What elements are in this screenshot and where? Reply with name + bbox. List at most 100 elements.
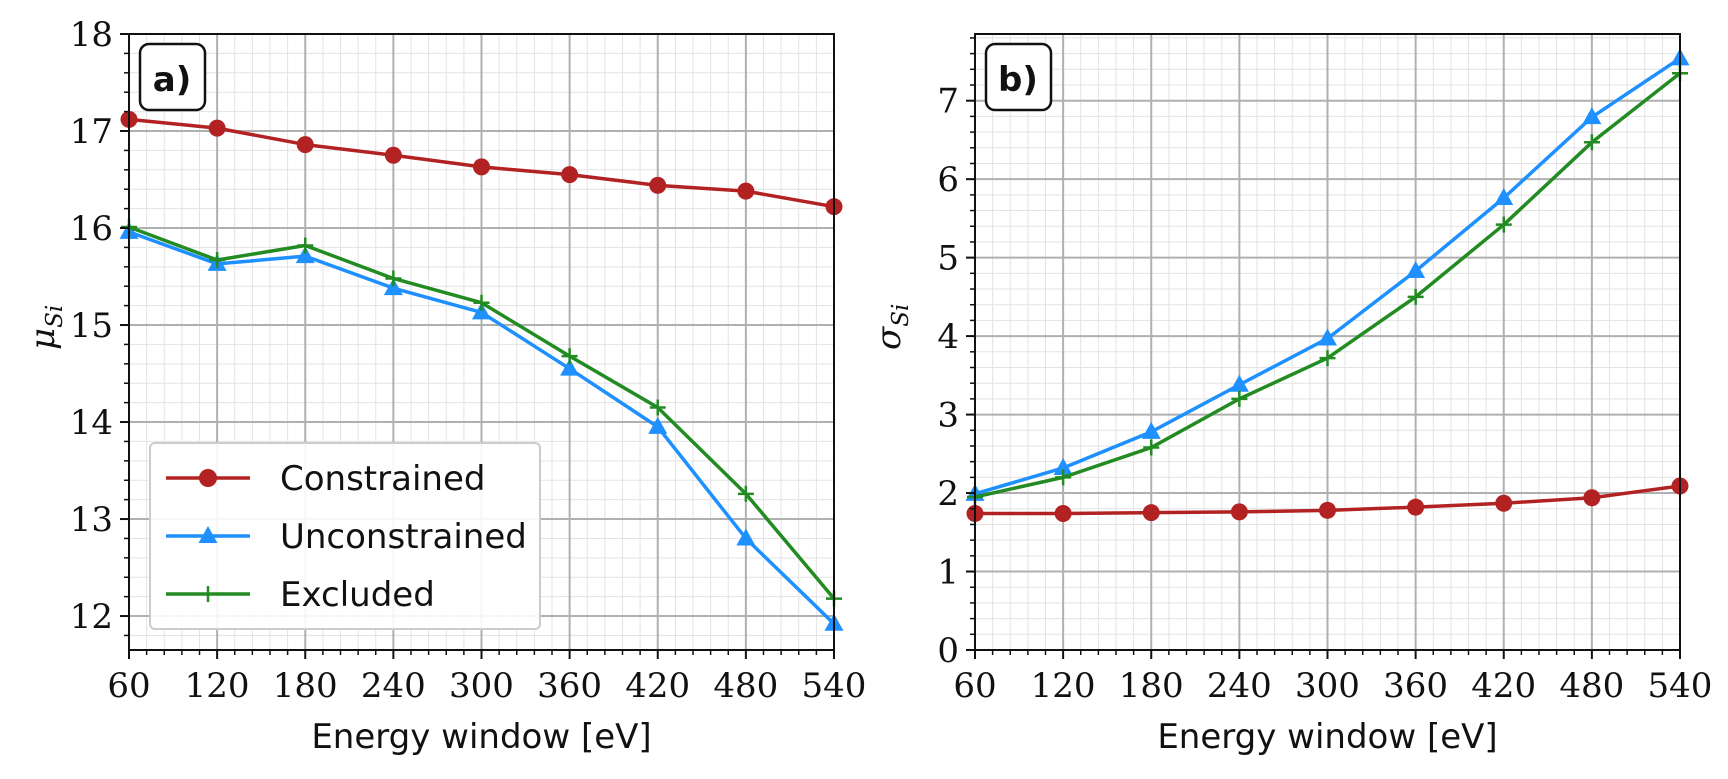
x-tick-label: 180 <box>1119 666 1184 706</box>
y-tick-label: 3 <box>937 396 959 436</box>
data-point <box>1494 188 1514 206</box>
panel-b: 60 120 180 240 300 360 420 480 540 0 1 2 3 4 5 6 7 Energy… <box>869 33 1713 757</box>
x-tick-label: 240 <box>361 666 426 706</box>
series-group <box>119 110 844 631</box>
data-point <box>736 528 756 546</box>
data-point <box>295 246 315 264</box>
x-tick-label: 360 <box>537 666 602 706</box>
x-tick-label: 180 <box>273 666 338 706</box>
legend: Constrained Unconstrained Excluded <box>149 442 541 630</box>
x-tick-label: 300 <box>1295 666 1360 706</box>
legend-marker <box>200 586 216 602</box>
legend-item-unconstrained: Unconstrained <box>166 517 527 557</box>
legend-box <box>149 442 541 630</box>
x-tick-label: 540 <box>1648 666 1713 706</box>
panel-label-box <box>138 42 207 112</box>
series-group <box>965 48 1690 522</box>
x-tick-label: 360 <box>1383 666 1448 706</box>
legend-item-constrained: Constrained <box>166 459 485 499</box>
axis-ticks: 60 120 180 240 300 360 420 480 540 12 13 14 15 16 17 18 <box>70 15 867 706</box>
y-tick-label: 18 <box>70 15 113 55</box>
data-point <box>1583 134 1600 151</box>
legend-marker <box>198 526 218 543</box>
legend-label: Constrained <box>280 459 485 499</box>
panel-label-text: b) <box>998 60 1038 100</box>
data-point <box>472 302 491 320</box>
data-point <box>649 399 666 416</box>
series-unconstrained <box>119 221 844 631</box>
legend-item-excluded: Excluded <box>166 575 435 615</box>
data-point <box>208 119 226 137</box>
x-tick-label: 60 <box>953 666 996 706</box>
x-tick-label: 420 <box>1471 666 1536 706</box>
x-tick-label: 420 <box>625 666 690 706</box>
data-point <box>1406 260 1426 278</box>
data-point <box>1319 350 1336 367</box>
data-point <box>1407 288 1424 305</box>
data-point <box>1318 328 1337 346</box>
panel-label-box <box>984 42 1053 112</box>
data-point <box>1142 504 1160 522</box>
data-point <box>1583 489 1601 507</box>
data-point <box>1582 107 1602 125</box>
legend-marker <box>199 469 217 487</box>
panel-label: a) <box>138 42 207 112</box>
x-tick-label: 120 <box>185 666 250 706</box>
x-axis-label: Energy window [eV] <box>311 717 651 757</box>
y-axis-label: σSi <box>869 304 914 350</box>
data-point <box>1053 457 1073 475</box>
y-tick-label: 1 <box>937 553 959 593</box>
data-point <box>296 136 314 154</box>
data-point <box>560 358 580 376</box>
panel-label: b) <box>984 42 1053 112</box>
data-point <box>384 146 402 164</box>
y-tick-label: 15 <box>70 306 113 346</box>
data-point <box>737 485 754 502</box>
data-point <box>209 252 226 269</box>
y-axis-label-main: μ <box>23 328 63 350</box>
data-point <box>1495 216 1512 233</box>
data-point <box>1055 469 1072 486</box>
x-tick-label: 60 <box>107 666 150 706</box>
panel-label-text: a) <box>153 60 191 100</box>
x-tick-label: 240 <box>1207 666 1272 706</box>
x-tick-label: 300 <box>449 666 514 706</box>
y-tick-label: 12 <box>70 597 113 637</box>
data-point <box>1229 374 1249 392</box>
y-tick-label: 13 <box>70 500 113 540</box>
data-point <box>1143 439 1160 456</box>
panel-a: 60 120 180 240 300 360 420 480 540 12 13 14 15 16 17 18… <box>23 15 866 757</box>
y-axis-label-sub: Si <box>888 304 914 327</box>
data-point <box>383 278 403 296</box>
data-point <box>473 158 490 176</box>
data-point <box>737 182 755 200</box>
data-point <box>1495 494 1513 512</box>
series-constrained <box>966 477 1689 522</box>
x-tick-label: 120 <box>1031 666 1096 706</box>
y-tick-label: 14 <box>70 403 113 443</box>
y-tick-label: 6 <box>937 160 959 200</box>
x-tick-label: 480 <box>1559 666 1624 706</box>
legend-label: Excluded <box>280 575 435 615</box>
data-point <box>1319 501 1336 519</box>
data-point <box>649 176 667 194</box>
y-tick-label: 5 <box>937 239 959 279</box>
y-axis-label-sub: Si <box>42 305 68 328</box>
data-point <box>297 237 314 254</box>
x-tick-label: 540 <box>802 666 867 706</box>
y-tick-label: 0 <box>937 631 959 671</box>
data-point <box>1407 498 1425 516</box>
y-tick-label: 2 <box>937 474 959 514</box>
y-axis-label-main: σ <box>869 326 909 350</box>
data-point <box>561 166 579 184</box>
y-axis-label: μSi <box>23 305 68 350</box>
data-point <box>648 416 668 434</box>
data-point <box>473 294 490 311</box>
series-constrained <box>120 110 843 216</box>
y-tick-label: 16 <box>70 209 113 249</box>
data-point <box>1141 421 1161 439</box>
data-point <box>1231 390 1248 407</box>
y-tick-label: 17 <box>70 112 113 152</box>
data-point <box>1230 503 1248 521</box>
